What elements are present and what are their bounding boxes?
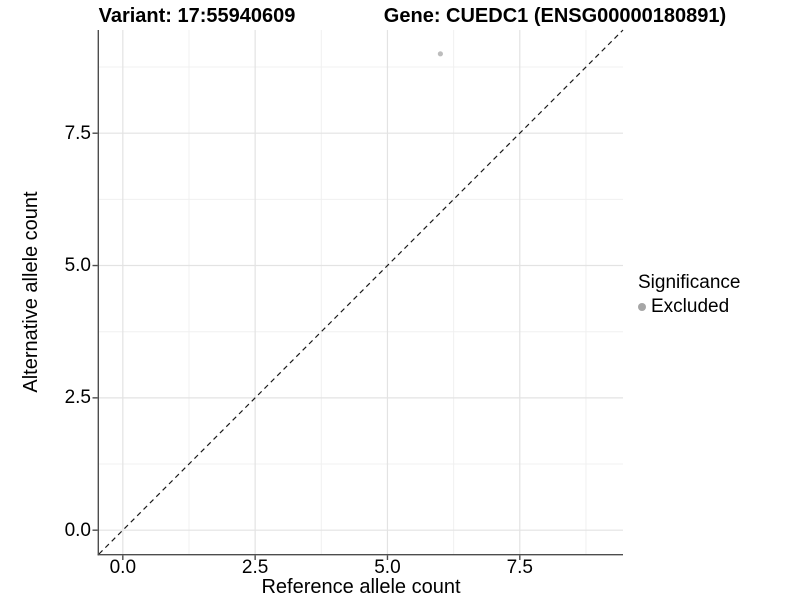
x-tick-label: 0.0 [109, 557, 137, 578]
legend-item-label: Excluded [651, 296, 730, 317]
y-tick-label: 2.5 [64, 387, 91, 409]
x-tick-label: 5.0 [374, 557, 401, 578]
y-tick-label: 5.0 [64, 255, 91, 277]
y-tick-label: 7.5 [64, 122, 91, 144]
x-axis-title: Reference allele count [261, 576, 461, 598]
identity-dashed-line [98, 29, 624, 555]
legend-title: Significance [638, 272, 741, 293]
legend-key-dot-icon [638, 302, 646, 311]
data-point [437, 51, 443, 57]
legend: Significance Excluded [638, 271, 740, 317]
y-tick-label: 0.0 [64, 519, 91, 541]
x-tick-label: 7.5 [506, 557, 533, 578]
x-tick-label: 2.5 [241, 557, 269, 578]
plot-title-gene: Gene: CUEDC1 (ENSG00000180891) [383, 5, 727, 27]
legend-item-excluded: Excluded [638, 296, 740, 317]
y-axis-title: Alternative allele count [20, 191, 42, 393]
plot-title-variant: Variant: 17:55940609 [98, 5, 296, 27]
